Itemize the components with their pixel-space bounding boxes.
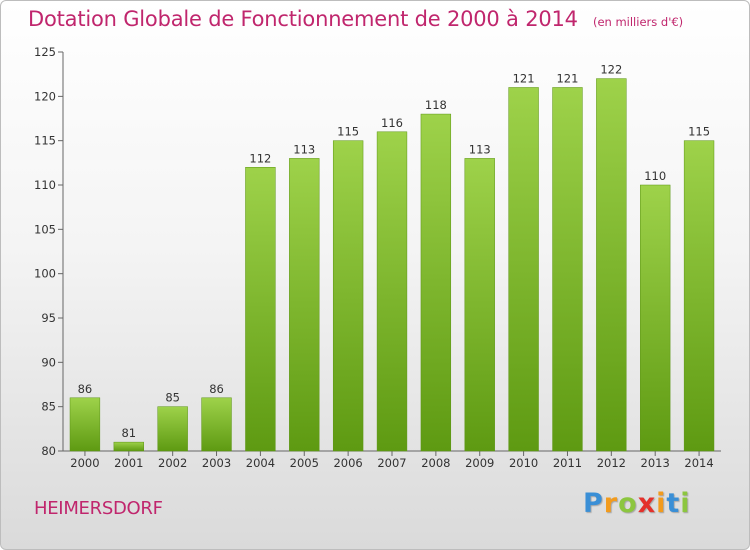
- value-label-2003: 86: [209, 382, 224, 396]
- x-tick-label: 2007: [377, 456, 406, 470]
- bar-2007: [376, 131, 408, 452]
- logo-letter: i: [656, 488, 667, 519]
- logo-letter: P: [583, 488, 604, 519]
- bar-2002: [157, 406, 188, 452]
- logo-letter: r: [603, 488, 619, 519]
- chart-title: Dotation Globale de Fonctionnement de 20…: [28, 7, 578, 31]
- bar-2009: [464, 158, 495, 452]
- bar-2014: [683, 140, 715, 452]
- value-label-2007: 116: [381, 116, 403, 130]
- value-label-2005: 113: [293, 142, 315, 156]
- y-tick-label: 80: [41, 444, 56, 458]
- y-tick-label: 85: [41, 400, 56, 414]
- x-tick-label: 2009: [465, 456, 494, 470]
- x-tick-label: 2013: [641, 456, 670, 470]
- bar-2005: [289, 158, 320, 452]
- logo-letter: x: [637, 488, 657, 519]
- logo-letter: i: [680, 488, 691, 519]
- logo-letter: o: [618, 488, 638, 519]
- value-label-2011: 121: [556, 71, 578, 85]
- value-label-2002: 85: [165, 391, 180, 405]
- bar-2001: [113, 441, 144, 452]
- value-label-2010: 121: [513, 71, 535, 85]
- value-label-2009: 113: [469, 142, 491, 156]
- x-tick-label: 2012: [597, 456, 626, 470]
- bar-2012: [596, 78, 627, 452]
- y-tick-label: 105: [34, 222, 56, 236]
- bar-2013: [640, 184, 671, 452]
- value-label-2004: 112: [249, 151, 271, 165]
- bar-2011: [552, 87, 583, 452]
- y-tick-label: 95: [41, 311, 56, 325]
- x-tick-label: 2001: [114, 456, 143, 470]
- y-tick-label: 110: [34, 178, 56, 192]
- x-tick-label: 2002: [158, 456, 187, 470]
- x-tick-label: 2008: [421, 456, 450, 470]
- bar-2004: [245, 167, 276, 452]
- y-tick-label: 125: [34, 45, 56, 59]
- value-label-2000: 86: [78, 382, 93, 396]
- bar-2008: [420, 113, 452, 452]
- value-label-2013: 110: [644, 169, 666, 183]
- x-tick-label: 2000: [70, 456, 99, 470]
- x-tick-label: 2006: [333, 456, 362, 470]
- y-tick-label: 115: [34, 134, 56, 148]
- chart-title-row: Dotation Globale de Fonctionnement de 20…: [28, 7, 683, 31]
- x-tick-label: 2014: [684, 456, 713, 470]
- x-tick-label: 2004: [246, 456, 275, 470]
- commune-name: HEIMERSDORF: [34, 498, 163, 519]
- value-labels: 86 81 85 86 112 113 115 116 118 113 121 121 122 110 11…: [78, 63, 710, 441]
- bar-2010: [508, 87, 539, 452]
- value-label-2006: 115: [337, 125, 359, 139]
- logo-letter: t: [666, 488, 681, 519]
- y-tick-label: 90: [41, 355, 56, 369]
- x-axis: 2000 2001 2002 2003 2004 2005 2006 2007 2008 2009…: [63, 450, 721, 470]
- value-label-2012: 122: [600, 63, 622, 77]
- x-tick-label: 2005: [290, 456, 319, 470]
- bar-2006: [332, 140, 364, 452]
- bar-2003: [201, 397, 232, 452]
- bars: [69, 78, 715, 452]
- chart-unit: (en milliers d'€): [592, 15, 684, 29]
- value-label-2008: 118: [425, 98, 447, 112]
- x-tick-label: 2010: [509, 456, 538, 470]
- x-tick-label: 2003: [202, 456, 231, 470]
- x-tick-label: 2011: [553, 456, 582, 470]
- y-tick-label: 100: [34, 267, 56, 281]
- proxiti-logo[interactable]: Proxiti: [583, 488, 691, 519]
- bar-2000: [69, 397, 101, 452]
- value-label-2014: 115: [688, 125, 710, 139]
- y-axis: 80 85 90 95 100 105 110 115 120 125: [34, 45, 64, 458]
- y-tick-label: 120: [34, 89, 56, 103]
- value-label-2001: 81: [121, 426, 136, 440]
